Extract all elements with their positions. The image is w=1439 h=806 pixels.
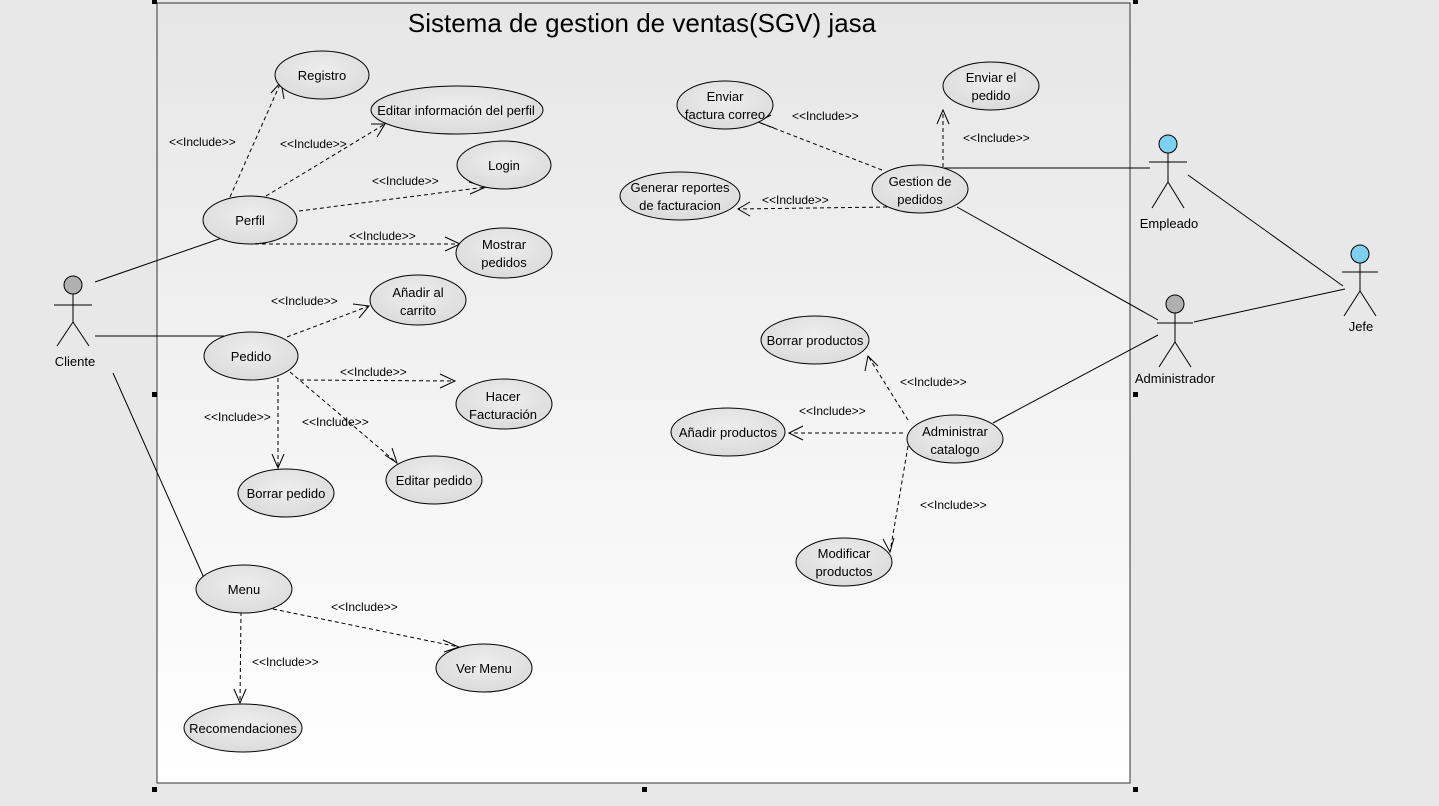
svg-text:Enviar: Enviar	[707, 89, 745, 104]
svg-text:Modificar: Modificar	[818, 546, 871, 561]
system-boundary	[156, 2, 1131, 784]
use-case-borrar-productos[interactable]: Borrar productos	[760, 315, 870, 365]
use-case-registro[interactable]: Registro	[274, 50, 370, 100]
include-label: <<Include>>	[963, 131, 1030, 145]
include-label: <<Include>>	[252, 655, 319, 669]
svg-text:de facturacion: de facturacion	[639, 198, 721, 213]
include-label: <<Include>>	[900, 375, 967, 389]
include-label: <<Include>>	[799, 404, 866, 418]
diagram-title: Sistema de gestion de ventas(SGV) jasa	[408, 8, 877, 38]
use-case-anadir-productos[interactable]: Añadir productos	[670, 407, 786, 457]
svg-text:carrito: carrito	[400, 303, 436, 318]
use-case-recomendaciones[interactable]: Recomendaciones	[183, 703, 303, 753]
svg-text:Menu: Menu	[228, 582, 261, 597]
use-case-perfil[interactable]: Perfil	[202, 195, 298, 245]
use-case-anadir-carrito[interactable]: Añadir al carrito	[369, 274, 467, 326]
svg-text:Editar información del perfil: Editar información del perfil	[377, 103, 535, 118]
actor-administrador[interactable]: Administrador	[1135, 294, 1216, 386]
svg-text:Empleado: Empleado	[1140, 216, 1199, 231]
use-cases: Registro Editar información del perfil L…	[183, 50, 1040, 753]
use-case-gestion-pedidos[interactable]: Gestion de pedidos	[871, 164, 969, 214]
include-labels: <<Include>> <<Include>> <<Include>> <<In…	[169, 109, 1030, 669]
actor-cliente[interactable]: Cliente	[54, 275, 95, 369]
svg-text:Borrar productos: Borrar productos	[767, 333, 864, 348]
svg-text:Hacer: Hacer	[486, 389, 521, 404]
include-label: <<Include>>	[204, 410, 271, 424]
include-dependencies	[229, 81, 944, 704]
use-case-borrar-pedido[interactable]: Borrar pedido	[237, 468, 335, 518]
svg-text:pedidos: pedidos	[897, 192, 943, 207]
selection-handles	[152, 0, 1138, 792]
svg-text:catalogo: catalogo	[930, 442, 979, 457]
actor-head-icon	[1158, 134, 1178, 154]
include-label: <<Include>>	[169, 135, 236, 149]
include-label: <<Include>>	[271, 294, 338, 308]
use-case-hacer-facturacion[interactable]: Hacer Facturación	[455, 378, 553, 430]
use-case-menu[interactable]: Menu	[195, 564, 293, 614]
actor-empleado[interactable]: Empleado	[1140, 134, 1199, 231]
svg-text:Editar pedido: Editar pedido	[396, 473, 473, 488]
include-label: <<Include>>	[331, 600, 398, 614]
include-label: <<Include>>	[349, 229, 416, 243]
use-case-mostrar-pedidos[interactable]: Mostrar pedidos	[455, 227, 553, 279]
use-case-administrar-catalogo[interactable]: Administrar catalogo	[906, 414, 1004, 464]
include-label: <<Include>>	[920, 498, 987, 512]
svg-text:Facturación: Facturación	[469, 407, 537, 422]
svg-text:Ver Menu: Ver Menu	[456, 661, 512, 676]
use-case-generar-reportes[interactable]: Generar reportes de facturacion	[619, 171, 741, 221]
actor-head-icon	[1350, 244, 1370, 264]
use-case-enviar-pedido[interactable]: Enviar el pedido	[942, 61, 1040, 111]
svg-text:pedido: pedido	[971, 88, 1010, 103]
include-label: <<Include>>	[280, 137, 347, 151]
svg-text:Cliente: Cliente	[55, 354, 95, 369]
svg-text:Registro: Registro	[298, 68, 346, 83]
svg-text:Perfil: Perfil	[235, 213, 265, 228]
svg-text:Añadir productos: Añadir productos	[679, 425, 778, 440]
use-case-enviar-factura[interactable]: Enviar factura correo	[676, 80, 774, 130]
svg-text:Pedido: Pedido	[231, 349, 271, 364]
svg-text:Login: Login	[488, 158, 520, 173]
svg-text:Enviar el: Enviar el	[966, 70, 1017, 85]
include-label: <<Include>>	[792, 109, 859, 123]
include-label: <<Include>>	[302, 415, 369, 429]
svg-text:Jefe: Jefe	[1349, 319, 1374, 334]
use-case-ver-menu[interactable]: Ver Menu	[435, 643, 533, 693]
svg-text:Mostrar: Mostrar	[482, 237, 527, 252]
actor-head-icon	[63, 275, 83, 295]
actor-jefe[interactable]: Jefe	[1342, 244, 1378, 334]
include-label: <<Include>>	[372, 174, 439, 188]
include-label: <<Include>>	[340, 365, 407, 379]
svg-text:pedidos: pedidos	[481, 255, 527, 270]
svg-text:Generar reportes: Generar reportes	[631, 180, 730, 195]
svg-text:Administrar: Administrar	[922, 424, 988, 439]
use-case-editar-perfil[interactable]: Editar información del perfil	[370, 85, 544, 135]
svg-text:Borrar pedido: Borrar pedido	[247, 486, 326, 501]
svg-text:Añadir al: Añadir al	[392, 285, 443, 300]
svg-text:productos: productos	[815, 564, 873, 579]
use-case-pedido[interactable]: Pedido	[203, 331, 299, 381]
use-case-modificar-productos[interactable]: Modificar productos	[795, 537, 893, 587]
include-label: <<Include>>	[762, 193, 829, 207]
svg-text:factura correo: factura correo	[685, 107, 765, 122]
associations	[94, 167, 1346, 579]
svg-text:Administrador: Administrador	[1135, 371, 1216, 386]
actor-head-icon	[1165, 294, 1185, 314]
use-case-editar-pedido[interactable]: Editar pedido	[385, 455, 483, 505]
svg-text:Recomendaciones: Recomendaciones	[189, 721, 297, 736]
use-case-login[interactable]: Login	[456, 140, 552, 190]
svg-text:Gestion de: Gestion de	[889, 174, 952, 189]
